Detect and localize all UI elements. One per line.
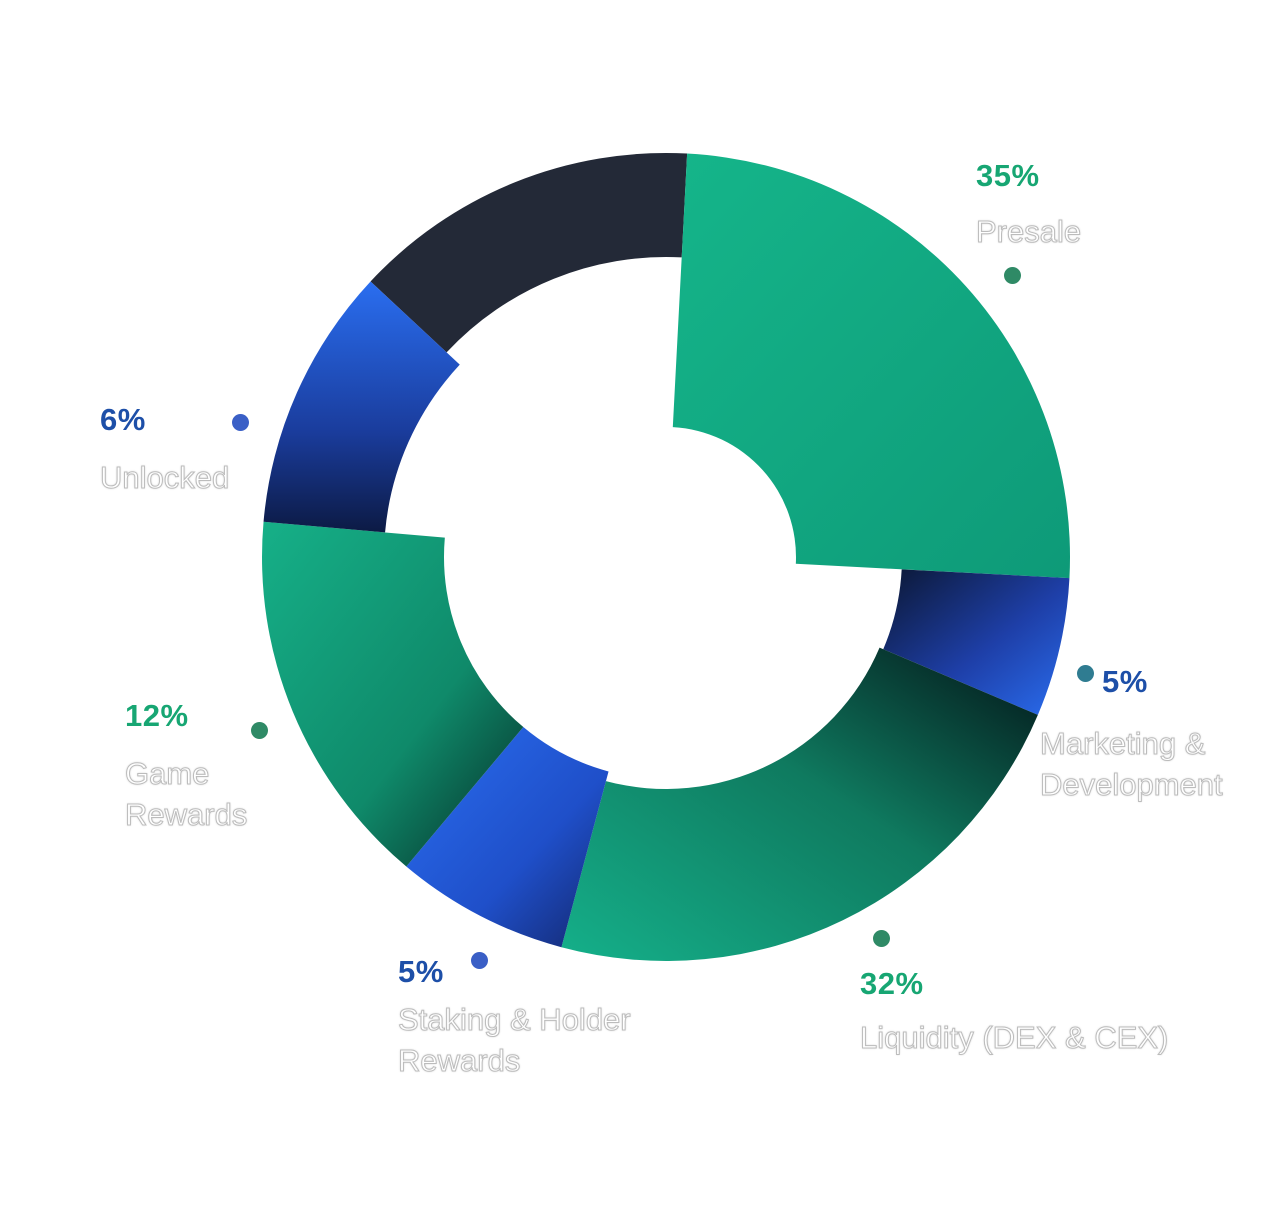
legend-dot-marketing [1077,665,1094,682]
label-group-staking: 5% Staking & Holder Rewards [398,956,678,1081]
slice-value-liquidity: 32% [860,966,924,1001]
slice-marketing [883,569,1070,715]
label-group-presale: 35% Presale [975,158,1082,252]
slice-label-marketing: Marketing & Development [1040,726,1224,803]
label-name-marketing: Marketing & Development [1040,723,1260,805]
legend-dot-game [251,722,268,739]
slice-value-game: 12% [125,698,189,733]
legend-dot-unlocked [232,414,249,431]
slice-value-marketing: 5% [1102,664,1148,699]
label-group-unlocked: 6% Unlocked [99,402,230,498]
slice-value-presale: 35% [976,158,1040,193]
donut-slices [262,152,1071,961]
slice-staking [406,727,609,948]
slice-unlocked [263,281,460,533]
label-group-liquidity: 32% Liquidity (DEX & CEX) [859,966,1169,1058]
slice-label-game: Game Rewards [125,756,248,833]
slice-presale [672,153,1071,579]
slice-label-unlocked: Unlocked [99,460,230,496]
slice-value-staking: 5% [398,954,444,989]
slice-liquidity [561,647,1038,961]
legend-dot-liquidity [873,930,890,947]
slice-value-unlocked: 6% [100,402,146,437]
slice-game [262,521,524,867]
label-group-game: 12% Game Rewards [125,698,248,835]
slice-label-liquidity: Liquidity (DEX & CEX) [859,1020,1169,1056]
slice-label-presale: Presale [975,214,1082,250]
legend-dot-staking [471,952,488,969]
legend-dot-presale [1004,267,1021,284]
slice-label-staking: Staking & Holder Rewards [398,1002,632,1079]
label-value-marketing: 5% [1102,666,1148,697]
slice-unlabeled [370,152,688,353]
